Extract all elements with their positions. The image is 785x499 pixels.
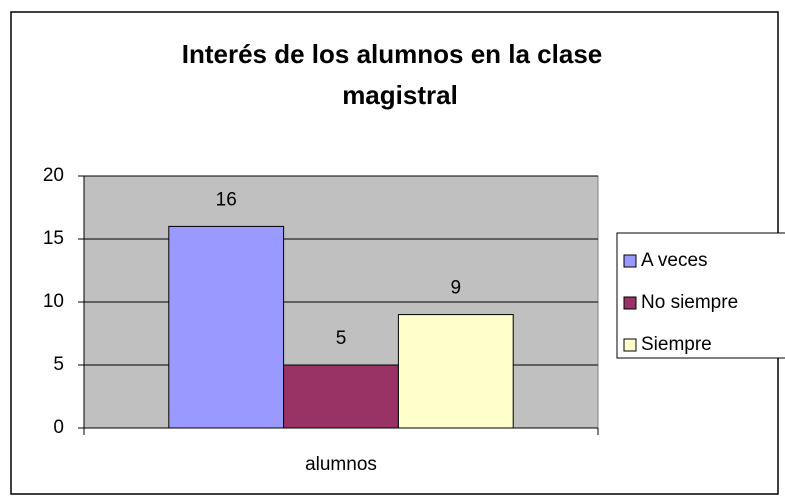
bar bbox=[397, 314, 514, 429]
legend-box bbox=[616, 232, 785, 359]
y-tick-label: 5 bbox=[53, 354, 64, 375]
legend-swatch bbox=[623, 254, 637, 268]
y-tick-label: 15 bbox=[43, 228, 64, 249]
legend-label: A veces bbox=[641, 250, 708, 271]
legend-swatch bbox=[623, 296, 637, 310]
legend-label: No siempre bbox=[641, 292, 738, 313]
legend-label: Siempre bbox=[641, 334, 712, 355]
bar bbox=[168, 225, 285, 429]
chart-title: magistral bbox=[342, 80, 458, 110]
y-tick-label: 0 bbox=[53, 417, 64, 438]
data-label: 5 bbox=[336, 328, 347, 349]
y-tick-label: 10 bbox=[43, 291, 64, 312]
y-tick-label: 20 bbox=[43, 165, 64, 186]
bar bbox=[283, 364, 399, 429]
chart-title: Interés de los alumnos en la clase bbox=[182, 39, 603, 69]
x-tick-label: alumnos bbox=[305, 454, 377, 475]
legend-swatch bbox=[623, 338, 637, 352]
data-label: 9 bbox=[451, 278, 462, 299]
data-label: 16 bbox=[216, 189, 237, 210]
